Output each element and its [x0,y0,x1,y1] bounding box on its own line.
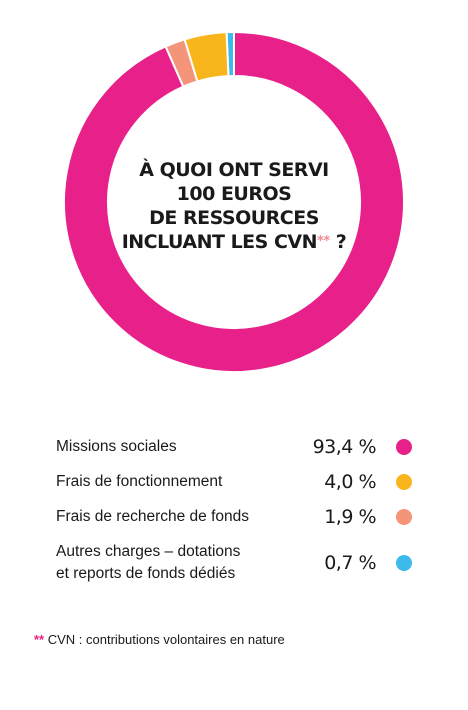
donut-slice-0 [63,30,405,373]
legend-value: 93,4 % [312,436,377,458]
legend-dot [396,439,412,455]
chart-title-line-1: À QUOI ONT SERVI [139,159,329,181]
legend-label-line-2: et reports de fonds dédiés [56,565,236,582]
footnote-stars: ** [34,632,45,647]
footnote-text: CVN : contributions volontaires en natur… [44,632,285,647]
donut-slice-1 [183,31,230,83]
chart-title: À QUOI ONT SERVI 100 EUROS DE RESSOURCES… [114,158,354,254]
legend-value: 1,9 % [324,506,376,528]
chart-title-line-2: 100 EUROS [176,183,292,205]
chart-title-line-4: INCLUANT LES CVN** ? [114,230,354,254]
chart-title-stars: ** [317,234,330,249]
legend-dot [396,509,412,525]
legend-item-autres-charges: Autres charges – dotations et reports de… [56,541,426,585]
donut-chart [63,30,405,373]
legend-item-frais-recherche-fonds: Frais de recherche de fonds 1,9 % [56,506,426,528]
donut-slice-2 [164,38,199,88]
chart-title-line-3: DE RESSOURCES [149,207,319,229]
legend-label: Autres charges – dotations et reports de… [56,541,306,585]
chart-title-line-4-text: INCLUANT LES CVN [121,231,318,253]
legend-value: 4,0 % [324,471,376,493]
legend-value: 0,7 % [324,552,376,574]
legend-dot [396,474,412,490]
legend-label: Frais de fonctionnement [56,473,223,490]
legend-label-line-1: Autres charges – dotations [56,543,241,560]
legend-item-missions-sociales: Missions sociales 93,4 % [56,436,426,458]
legend-label: Frais de recherche de fonds [56,508,249,525]
legend: Missions sociales 93,4 % Frais de foncti… [56,436,426,598]
footnote: ** CVN : contributions volontaires en na… [34,632,285,647]
chart-title-question: ? [335,231,347,253]
legend-label: Missions sociales [56,438,177,455]
legend-item-frais-fonctionnement: Frais de fonctionnement 4,0 % [56,471,426,493]
legend-dot [396,555,412,571]
